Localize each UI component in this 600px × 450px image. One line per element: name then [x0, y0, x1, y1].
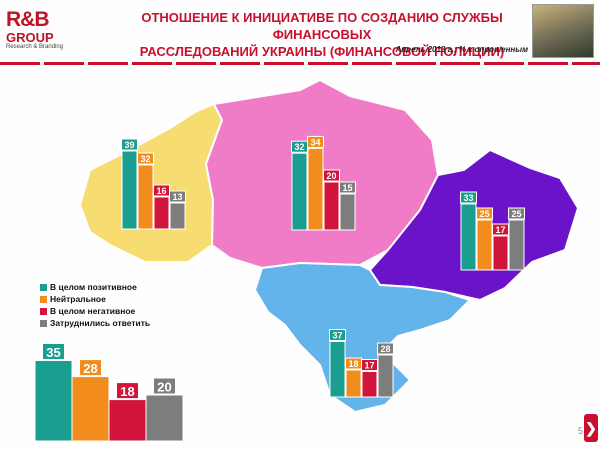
header-stripe	[0, 62, 600, 65]
legend-item-negative: В целом негативное	[40, 305, 150, 317]
legend-label: Затруднились ответить	[50, 318, 151, 328]
bar-label-box-west-3	[169, 190, 186, 203]
bar-value-label: 34	[310, 137, 320, 147]
legend-label: В целом негативное	[50, 306, 136, 316]
bar-value-label: 18	[120, 384, 134, 399]
bar-value-label: 25	[511, 209, 521, 219]
bar-label-box-west-1	[137, 152, 154, 165]
bar-value-label: 15	[342, 183, 352, 193]
logo-group-text: GROUP	[6, 30, 54, 45]
legend-item-undecided: Затруднились ответить	[40, 317, 150, 329]
bar-value-label: 37	[332, 331, 342, 341]
title-line-1: ОТНОШЕНИЕ К ИНИЦИАТИВЕ ПО СОЗДАНИЮ СЛУЖБ…	[141, 10, 503, 42]
bar-group-total: 35 28 18 20	[34, 343, 184, 442]
bar-group-center: 32 34 20 15	[291, 135, 356, 231]
bar-label-box-center-2	[323, 169, 340, 182]
bar-value-label: 20	[157, 380, 171, 395]
bar-south-0	[329, 341, 346, 398]
legend-swatch	[40, 307, 47, 315]
logo: R&B	[6, 8, 49, 31]
bar-label-box-east-3	[508, 207, 525, 220]
legend-item-positive: В целом позитивное	[40, 281, 150, 293]
legend-swatch	[40, 283, 47, 291]
bar-south-1	[345, 369, 362, 398]
bar-total-1	[71, 376, 110, 442]
title-line-2: РАССЛЕДОВАНИЙ УКРАИНЫ (ФИНАНСОВОЙ ПОЛИЦИ…	[139, 44, 505, 59]
page-number: 5	[578, 426, 584, 436]
bar-value-label: 13	[172, 192, 182, 202]
bar-value-label: 18	[348, 359, 358, 369]
legend-item-neutral: Нейтральное	[40, 293, 150, 305]
bar-value-label: 35	[46, 345, 60, 360]
bar-value-label: 16	[156, 186, 166, 196]
bar-east-3	[508, 219, 525, 271]
bar-label-box-east-1	[476, 207, 493, 220]
bar-total-2	[108, 399, 147, 442]
legend-swatch	[40, 295, 47, 303]
bar-west-3	[169, 202, 186, 230]
legend-swatch	[40, 319, 47, 327]
bar-label-box-total-0	[42, 343, 65, 360]
header-photo	[532, 4, 594, 58]
bar-value-label: 33	[463, 193, 473, 203]
bar-center-1	[307, 147, 324, 231]
bar-center-3	[339, 193, 356, 231]
bar-south-2	[361, 371, 378, 398]
bar-east-2	[492, 235, 509, 271]
bar-label-box-south-0	[329, 329, 346, 341]
next-slide-button[interactable]: ❯	[584, 414, 598, 442]
legend: В целом позитивное Нейтральное В целом н…	[40, 281, 150, 329]
bar-center-2	[323, 181, 340, 231]
bar-center-0	[291, 152, 308, 231]
bar-value-label: 20	[326, 171, 336, 181]
bar-west-2	[153, 196, 170, 230]
bar-group-east: 33 25 17 25	[460, 191, 525, 271]
bar-label-box-total-1	[79, 359, 102, 377]
bar-value-label: 17	[364, 361, 374, 371]
page-title: ОТНОШЕНИЕ К ИНИЦИАТИВЕ ПО СОЗДАНИЮ СЛУЖБ…	[112, 9, 532, 60]
bar-label-box-east-0	[460, 191, 477, 204]
bar-total-3	[145, 394, 184, 442]
bar-label-box-center-1	[307, 135, 324, 148]
bar-value-label: 32	[140, 154, 150, 164]
bar-group-south: 37 18 17 28	[329, 329, 394, 398]
bar-east-0	[460, 203, 477, 271]
bar-west-1	[137, 164, 154, 230]
legend-label: В целом позитивное	[50, 282, 137, 292]
bar-label-box-total-3	[153, 377, 176, 395]
bar-label-box-south-3	[377, 342, 394, 355]
bar-label-box-center-3	[339, 181, 356, 194]
logo-tagline: Research & Branding	[6, 44, 64, 50]
bar-south-3	[377, 354, 394, 398]
bar-value-label: 28	[83, 361, 97, 376]
bar-label-box-west-0	[121, 138, 138, 151]
bar-total-0	[34, 360, 73, 442]
bar-label-box-total-2	[116, 382, 139, 400]
bar-group-west: 39 32 16 13	[121, 138, 186, 230]
bar-east-1	[476, 219, 493, 271]
bar-value-label: 39	[124, 140, 134, 150]
legend-label: Нейтральное	[50, 294, 106, 304]
bar-value-label: 28	[380, 344, 390, 354]
bar-value-label: 17	[495, 225, 505, 235]
bar-west-0	[121, 150, 138, 230]
bar-value-label: 25	[479, 209, 489, 219]
bar-value-label: 32	[294, 142, 304, 152]
subtitle: Апрель 2013 г.; % к опрошенным	[395, 45, 528, 54]
